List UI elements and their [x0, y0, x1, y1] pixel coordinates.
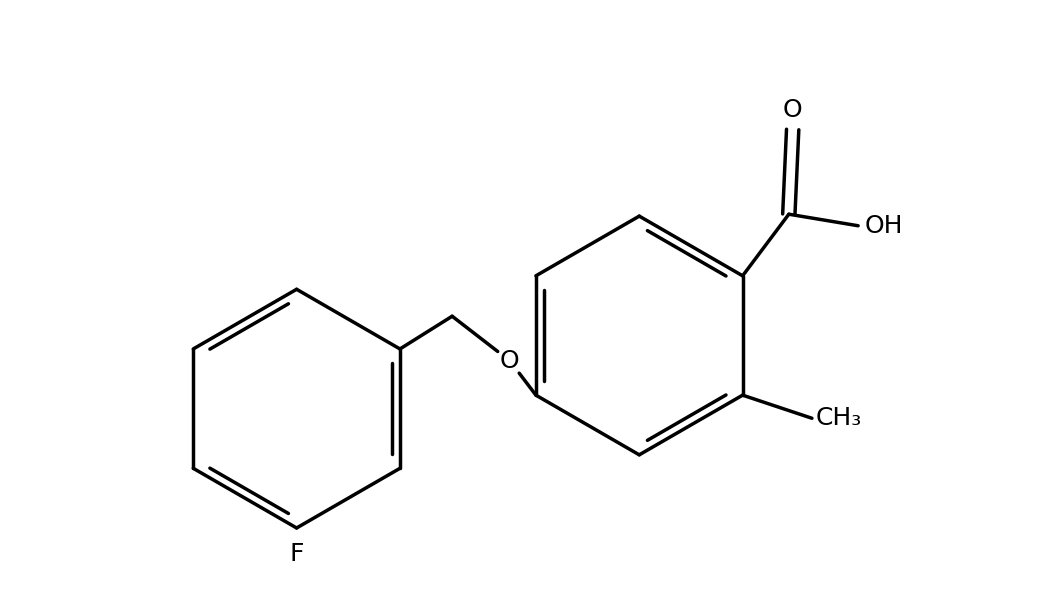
Text: F: F	[289, 542, 304, 566]
Text: O: O	[783, 98, 803, 122]
Text: CH₃: CH₃	[815, 406, 862, 430]
Text: OH: OH	[864, 214, 903, 238]
Text: O: O	[500, 349, 520, 373]
